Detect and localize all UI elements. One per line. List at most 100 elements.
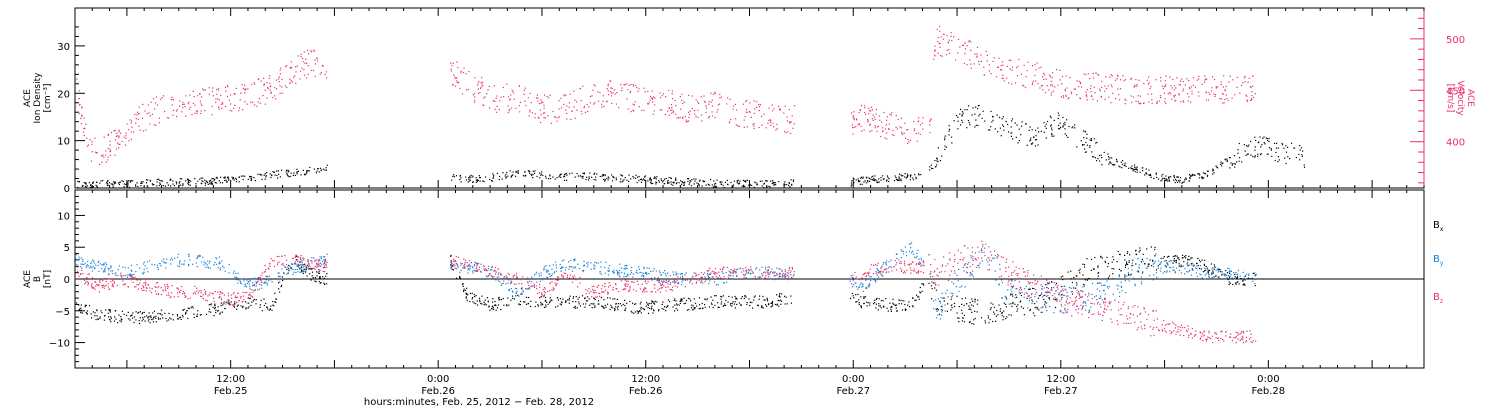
data-point [1215, 269, 1217, 271]
data-point [325, 169, 327, 171]
data-point [1046, 310, 1048, 312]
data-point [244, 89, 247, 91]
data-point [1057, 84, 1059, 86]
data-point [1252, 272, 1254, 275]
data-point [1263, 136, 1265, 138]
data-point [1117, 74, 1119, 76]
data-point [913, 130, 915, 132]
data-point [876, 126, 879, 128]
data-point [309, 267, 311, 269]
data-point [714, 182, 717, 184]
data-point [961, 114, 963, 116]
data-point [1218, 276, 1220, 278]
data-point [860, 305, 862, 307]
data-point [857, 288, 859, 290]
data-point [91, 270, 94, 272]
data-point [613, 271, 615, 273]
data-point [906, 176, 908, 178]
left-axis-label-line: ACE [23, 270, 33, 288]
data-point [683, 101, 685, 103]
data-point [224, 270, 226, 272]
data-point [647, 90, 649, 93]
data-point [904, 309, 907, 311]
data-point [526, 296, 528, 298]
data-point [1220, 98, 1222, 100]
data-point [492, 100, 494, 102]
data-point [689, 110, 691, 112]
data-point [1096, 100, 1099, 102]
data-point [80, 266, 82, 268]
left-axis-tick-label: 10 [57, 211, 70, 222]
data-point [295, 261, 297, 263]
data-point [643, 267, 645, 269]
data-point [656, 176, 658, 178]
data-point [159, 182, 161, 184]
data-point [937, 147, 939, 149]
data-point [616, 298, 618, 301]
data-point [1089, 145, 1091, 147]
data-point [1135, 100, 1137, 102]
data-point [1234, 276, 1236, 278]
data-point [559, 175, 561, 177]
data-point [955, 286, 957, 288]
data-point [274, 301, 276, 303]
data-point [1236, 281, 1238, 284]
data-point [960, 108, 962, 110]
data-point [945, 54, 948, 56]
data-point [958, 290, 960, 292]
data-point [900, 174, 902, 176]
data-point [886, 307, 888, 309]
data-point [233, 305, 235, 307]
data-point [1173, 95, 1175, 97]
data-point [977, 105, 979, 107]
data-point [1107, 156, 1110, 158]
data-point [1065, 312, 1067, 314]
data-point [689, 180, 691, 182]
data-point [1029, 297, 1031, 299]
data-point [650, 270, 652, 272]
data-point [121, 276, 123, 278]
data-point [172, 183, 174, 185]
data-point [546, 271, 548, 273]
data-point [1108, 96, 1110, 98]
data-point [1005, 297, 1007, 299]
data-point [527, 303, 529, 305]
data-point [465, 293, 468, 295]
data-point [1162, 88, 1164, 90]
data-point [488, 85, 490, 87]
data-point [1136, 166, 1138, 168]
data-point [681, 281, 683, 283]
data-point [1148, 101, 1150, 103]
data-point [1130, 78, 1132, 80]
data-point [1275, 147, 1277, 149]
data-point [515, 294, 517, 297]
data-point [323, 259, 325, 261]
data-point [482, 85, 484, 87]
data-point [1164, 178, 1166, 180]
data-point [574, 305, 576, 307]
data-point [471, 176, 473, 178]
data-point [878, 271, 880, 273]
data-point [82, 131, 85, 133]
data-point [974, 310, 976, 312]
data-point [1132, 168, 1134, 170]
data-point [312, 277, 314, 279]
data-point [236, 305, 238, 307]
data-point [791, 115, 793, 117]
data-point [459, 175, 461, 177]
data-point [199, 93, 201, 95]
data-point [1164, 180, 1166, 182]
data-point [940, 297, 942, 299]
data-point [1191, 90, 1193, 92]
data-point [117, 142, 119, 144]
data-point [734, 301, 736, 303]
data-point [156, 264, 158, 266]
data-point [940, 55, 942, 57]
data-point [1086, 144, 1088, 146]
data-point [549, 273, 551, 275]
data-point [194, 104, 196, 106]
data-point [710, 178, 712, 181]
data-point [688, 94, 690, 96]
data-point [1169, 266, 1172, 268]
data-point [194, 112, 196, 114]
